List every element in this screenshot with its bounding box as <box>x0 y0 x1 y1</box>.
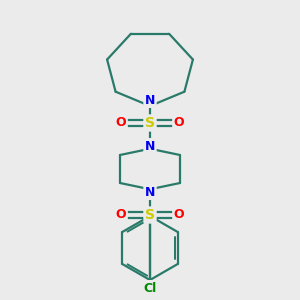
Text: N: N <box>145 185 155 199</box>
Text: S: S <box>145 116 155 130</box>
Text: O: O <box>174 208 184 221</box>
Text: O: O <box>174 116 184 130</box>
Text: Cl: Cl <box>143 281 157 295</box>
Text: S: S <box>145 208 155 222</box>
Text: N: N <box>145 140 155 152</box>
Text: O: O <box>116 208 126 221</box>
Text: O: O <box>116 116 126 130</box>
Text: N: N <box>145 94 155 106</box>
